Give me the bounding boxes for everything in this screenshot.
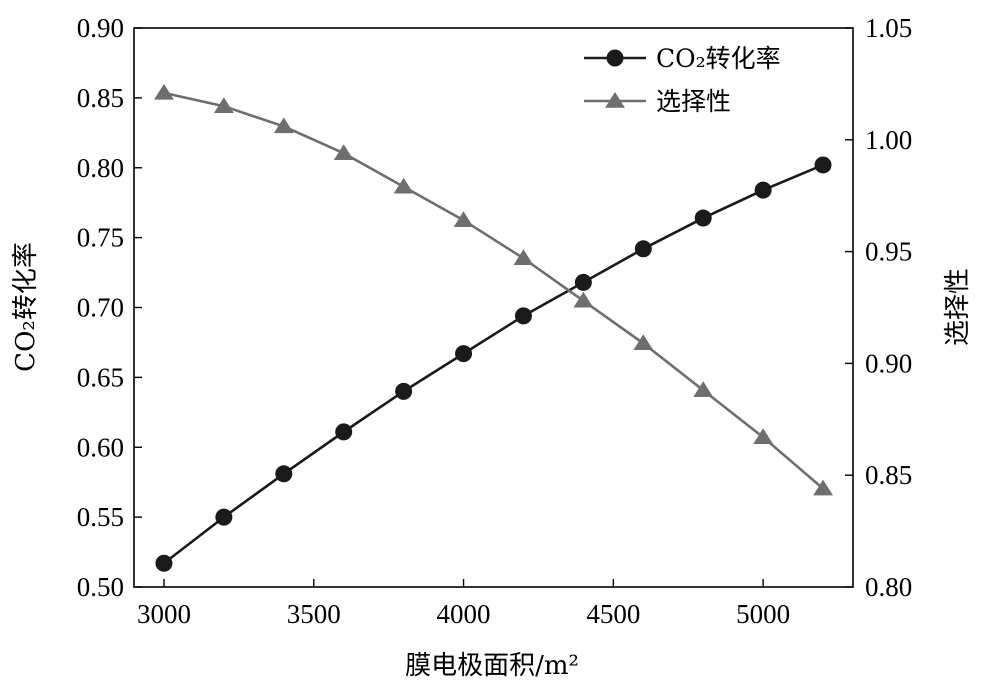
series-2 [154,83,833,496]
left-y-tick-label: 0.70 [77,293,124,323]
data-point [694,209,712,227]
legend-marker [606,49,624,67]
legend-marker [605,92,625,108]
data-point [275,465,293,483]
legend-item-2: 选择性 [584,87,731,116]
right-y-tick-label: 0.80 [865,572,912,602]
data-point [333,144,354,160]
right-axis: 0.80 0.85 0.90 0.95 1.00 1.05 [845,13,912,602]
data-point [513,249,534,266]
data-point [814,156,832,174]
data-point [574,273,592,291]
data-point [455,345,473,363]
data-point [754,181,772,199]
legend-label: CO₂转化率 [656,44,781,73]
left-y-tick-label: 0.80 [77,153,124,183]
data-point [335,423,353,441]
data-point [395,382,413,400]
data-point [393,177,414,194]
legend-item-1: CO₂转化率 [584,44,781,73]
right-y-tick-label: 1.00 [865,125,912,155]
x-tick-label: 3000 [137,599,191,629]
left-y-tick-label: 0.90 [77,13,124,43]
left-y-tick-label: 0.60 [77,432,124,462]
data-point [753,428,774,444]
left-y-tick-label: 0.85 [77,83,124,113]
data-point [633,334,654,351]
data-point [273,117,294,134]
data-point [154,83,174,100]
right-y-tick-label: 0.95 [865,237,912,267]
data-point [213,97,234,114]
legend-label: 选择性 [656,87,731,116]
data-point [514,307,532,325]
data-point [155,554,173,572]
left-y-tick-label: 0.55 [77,502,124,532]
left-y-tick-label: 0.50 [77,572,124,602]
data-point [693,381,714,397]
data-point [573,291,594,308]
data-point [453,211,474,228]
left-axis: 0.50 0.55 0.60 0.65 0.70 0.75 0.80 0.85 0.90 [77,13,142,602]
series-1 [155,156,832,572]
series-line [163,91,824,490]
x-tick-label: 4000 [437,599,491,629]
right-y-tick-label: 0.90 [865,348,912,378]
x-axis-title: 膜电极面积/m² [405,651,579,681]
data-point [813,479,833,496]
data-point [215,508,233,526]
right-y-axis-title: 选择性 [943,268,973,346]
x-tick-label: 4500 [586,599,640,629]
series-line [163,163,824,565]
right-y-tick-label: 0.85 [865,460,912,490]
left-y-axis-title: CO₂转化率 [11,242,41,372]
x-tick-label: 5000 [736,599,790,629]
bottom-axis: 3000 3500 4000 4500 5000 [137,579,790,629]
series-layer [154,83,833,572]
x-tick-label: 3500 [287,599,341,629]
data-point [634,240,652,258]
right-y-tick-label: 1.05 [865,13,912,43]
left-y-tick-label: 0.75 [77,223,124,253]
left-y-tick-label: 0.65 [77,362,124,392]
